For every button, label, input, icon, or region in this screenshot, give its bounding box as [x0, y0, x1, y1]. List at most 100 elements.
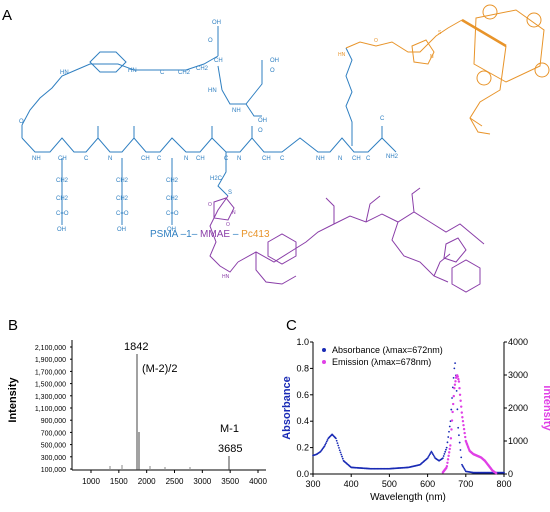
svg-text:O: O [270, 68, 275, 74]
c-y-right-tick-label: 4000 [508, 337, 528, 347]
ms-x-tick-label: 4000 [249, 477, 267, 486]
svg-text:C: C [160, 70, 165, 76]
c-y-tick-label: 0.6 [296, 390, 309, 400]
ms-y-tick-label: 1,300,000 [35, 394, 66, 401]
emission-point [449, 444, 452, 447]
c-y-tick-label: 0.8 [296, 363, 309, 373]
svg-text:O: O [208, 202, 212, 208]
absorbance-point [450, 408, 453, 411]
absorbance-point [448, 430, 450, 433]
c-y-right-tick-label: 3000 [508, 370, 528, 380]
ms-y-tick-label: 700,000 [41, 430, 66, 437]
svg-text:CH2: CH2 [178, 70, 191, 76]
emission-point [447, 451, 451, 454]
absorbance-point [429, 451, 432, 454]
emission-point [459, 399, 462, 402]
svg-text:OH: OH [117, 227, 126, 233]
absorbance-point [461, 465, 464, 467]
svg-text:O: O [374, 38, 378, 44]
svg-text:CH: CH [262, 156, 271, 162]
svg-text:N: N [232, 210, 236, 216]
legend-label-emission: Emission (λmax=678nm) [332, 357, 431, 367]
emission-point [460, 411, 463, 414]
emission-point [448, 447, 451, 451]
mass-spectrum: Intensity 2,100,000 1,900,000 1,700,000 1,5… [7, 340, 267, 486]
ms-annotation-m2: (M-2)/2 [142, 363, 177, 375]
absorbance-point [432, 454, 435, 457]
svg-text:CH2: CH2 [116, 196, 129, 202]
emission-point [461, 420, 465, 423]
emission-point [450, 419, 454, 422]
emission-series [441, 374, 498, 475]
svg-text:O: O [208, 38, 213, 44]
svg-text:C=O: C=O [116, 211, 129, 217]
svg-text:N: N [237, 156, 241, 162]
panel-c-letter: C [286, 317, 297, 334]
absorbance-point [441, 457, 444, 460]
ms-y-tick-label: 1,100,000 [35, 406, 66, 413]
top-chain-bonds [21, 55, 219, 126]
panel-b-letter: B [8, 317, 18, 334]
absorbance-point [443, 453, 446, 455]
svg-text:CH2: CH2 [56, 178, 69, 184]
absorbance-point [451, 397, 453, 399]
ms-annotation-1842: 1842 [124, 341, 148, 353]
absorbance-point [430, 450, 433, 453]
ms-y-tick-label: 2,100,000 [35, 345, 66, 352]
spectra-chart: 0.0 0.2 0.4 0.6 0.8 1.0 0 1000 2000 3000 4000 300… [281, 337, 550, 503]
absorbance-point [338, 449, 341, 452]
svg-text:N: N [184, 156, 188, 162]
svg-text:CH: CH [141, 156, 150, 162]
legend-label-absorbance: Absorbance (λmax=672nm) [332, 345, 443, 355]
emission-point [456, 375, 459, 378]
svg-text:NH2: NH2 [386, 154, 399, 160]
svg-text:CH2: CH2 [196, 66, 209, 72]
absorbance-point [457, 426, 460, 429]
side-chain-3: CH2 CH2 C=O OH [166, 158, 179, 233]
c-x-tick-label: 400 [344, 479, 359, 489]
absorbance-point [338, 446, 340, 449]
svg-text:NH: NH [316, 156, 325, 162]
svg-text:C: C [280, 156, 285, 162]
emission-point [452, 394, 455, 398]
absorbance-point [464, 469, 466, 471]
svg-text:CH2: CH2 [166, 178, 179, 184]
absorbance-point [456, 408, 459, 411]
emission-point [457, 380, 461, 383]
absorbance-point [326, 439, 329, 441]
svg-text:C=O: C=O [56, 211, 69, 217]
absorbance-point [444, 450, 447, 453]
svg-text:CH: CH [58, 156, 67, 162]
svg-text:C: C [366, 156, 371, 162]
svg-text:O: O [258, 128, 263, 134]
absorbance-point [462, 466, 465, 469]
absorbance-point [446, 441, 449, 444]
c-right-tick-labels: 0 1000 2000 3000 4000 [504, 337, 528, 479]
c-xlabel: Wavelength (nm) [370, 492, 446, 503]
absorbance-point [428, 454, 431, 457]
c-left-tick-labels: 0.0 0.2 0.4 0.6 0.8 1.0 [296, 337, 313, 479]
c-x-tick-label: 800 [496, 479, 511, 489]
c-x-tick-label: 500 [382, 479, 397, 489]
backbone-bonds [21, 137, 397, 153]
structure-title-pc413: Pc413 [241, 229, 270, 240]
svg-text:HN: HN [222, 274, 230, 280]
emission-point [454, 380, 457, 383]
absorbance-series [312, 362, 505, 474]
emission-point [494, 472, 498, 475]
svg-text:C=O: C=O [166, 211, 179, 217]
c-y-tick-label: 0.0 [296, 469, 309, 479]
absorbance-point [337, 444, 340, 447]
emission-point [451, 410, 454, 414]
emission-point [458, 393, 462, 396]
absorbance-point [323, 445, 326, 448]
c-y-right-tick-label: 0 [508, 469, 513, 479]
absorbance-point [341, 455, 343, 458]
emission-point [451, 402, 455, 406]
svg-text:OH: OH [258, 118, 267, 124]
emission-point [458, 387, 461, 390]
absorbance-point [447, 436, 450, 438]
emission-point [457, 377, 460, 381]
absorbance-point [442, 455, 445, 457]
phthalocyanine-macrocycle [461, 4, 550, 135]
